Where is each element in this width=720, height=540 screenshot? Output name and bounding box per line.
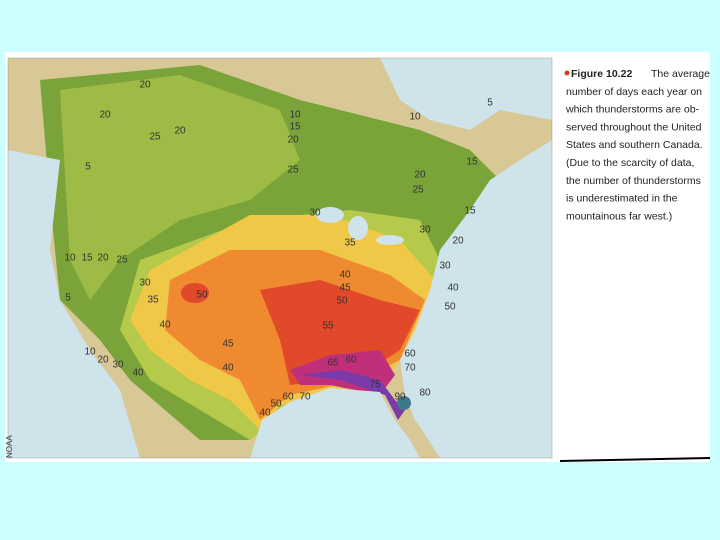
contour-label: 10 bbox=[289, 110, 301, 121]
contour-label: 15 bbox=[466, 157, 478, 168]
caption-line: served throughout the United bbox=[566, 121, 702, 133]
rule bbox=[559, 457, 711, 462]
band bbox=[181, 283, 209, 303]
contour-label: 40 bbox=[259, 408, 271, 419]
band bbox=[300, 370, 405, 420]
contour-label: 5 bbox=[487, 98, 493, 109]
contour-label: 20 bbox=[139, 80, 151, 91]
contour-label: 30 bbox=[139, 278, 151, 289]
contour-label: 30 bbox=[439, 261, 451, 272]
caption-line: is underestimated in the bbox=[566, 193, 678, 205]
contour-label: 50 bbox=[444, 302, 456, 313]
caption-line: number of days each year on bbox=[566, 86, 702, 98]
water bbox=[8, 150, 140, 458]
contour-label: 10 bbox=[84, 347, 96, 358]
contour-label: 10 bbox=[64, 253, 76, 264]
caption-line: mountainous far west.) bbox=[566, 210, 672, 222]
contour-label: 50 bbox=[336, 296, 348, 307]
contour-label: 55 bbox=[322, 321, 334, 332]
contour-label: 45 bbox=[222, 339, 234, 350]
map-frame bbox=[7, 57, 553, 459]
contour-label: 25 bbox=[116, 255, 128, 266]
map bbox=[8, 58, 552, 458]
contour-label: 20 bbox=[452, 236, 464, 247]
contour-label: 25 bbox=[149, 132, 161, 143]
lake bbox=[316, 207, 344, 223]
contour-label: 15 bbox=[289, 122, 301, 133]
contour-label: 80 bbox=[419, 388, 431, 399]
water bbox=[400, 140, 552, 458]
contour-label: 20 bbox=[287, 135, 299, 146]
contour-label: 40 bbox=[447, 283, 459, 294]
contour-label: 65 bbox=[327, 358, 339, 369]
contour-label: 35 bbox=[147, 295, 159, 306]
caption-line: (Due to the scarcity of data, bbox=[566, 157, 694, 169]
credit: NOAA bbox=[5, 435, 14, 458]
contour-label: 40 bbox=[159, 320, 171, 331]
caption-line: the number of thunderstorms bbox=[566, 175, 701, 187]
water bbox=[380, 58, 552, 130]
lake bbox=[376, 235, 404, 245]
contour-label: 70 bbox=[404, 363, 416, 374]
peak-area bbox=[397, 396, 411, 410]
contour-label: 30 bbox=[309, 208, 321, 219]
contour-label: 20 bbox=[174, 126, 186, 137]
contour-label: 35 bbox=[344, 238, 356, 249]
lake bbox=[348, 216, 368, 240]
contour-label: 40 bbox=[132, 368, 144, 379]
contour-label: 75 bbox=[369, 380, 381, 391]
contour-label: 5 bbox=[65, 293, 71, 304]
contour-label: 25 bbox=[287, 165, 299, 176]
contour-label: 20 bbox=[97, 253, 109, 264]
caption: The average number of days each year on wh… bbox=[565, 68, 710, 222]
contour-label: 10 bbox=[409, 112, 421, 123]
contour-label: 20 bbox=[97, 355, 109, 366]
figure-label: Figure 10.22 bbox=[571, 68, 632, 80]
contour-label: 25 bbox=[412, 185, 424, 196]
caption-line: States and southern Canada. bbox=[566, 139, 703, 151]
contour-label: 20 bbox=[99, 110, 111, 121]
contour-label: 30 bbox=[419, 225, 431, 236]
contour-label: 15 bbox=[464, 206, 476, 217]
contour-label: 70 bbox=[299, 392, 311, 403]
contour-label: 50 bbox=[270, 399, 282, 410]
contour-label: 45 bbox=[339, 283, 351, 294]
contour-label: 60 bbox=[345, 355, 357, 366]
contour-label: 40 bbox=[222, 363, 234, 374]
contour-label: 30 bbox=[112, 360, 124, 371]
contour-label: 90 bbox=[394, 392, 406, 403]
contour-label: 15 bbox=[81, 253, 93, 264]
water bbox=[250, 388, 420, 458]
caption-line: which thunderstorms are ob- bbox=[565, 104, 700, 116]
contour-label: 5 bbox=[85, 162, 91, 173]
contour-label: 20 bbox=[414, 170, 426, 181]
bullet bbox=[564, 70, 570, 76]
caption-line: The average bbox=[651, 68, 710, 80]
contour-label: 40 bbox=[339, 270, 351, 281]
contour-label: 50 bbox=[196, 290, 208, 301]
contour-label: 60 bbox=[404, 349, 416, 360]
contour-label: 60 bbox=[282, 392, 294, 403]
band bbox=[60, 75, 300, 300]
